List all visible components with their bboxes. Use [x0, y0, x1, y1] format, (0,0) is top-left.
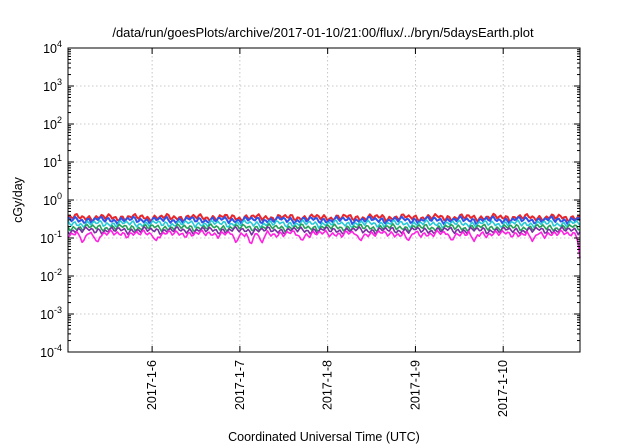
y-tick-label: 101 — [43, 153, 62, 170]
x-tick-label: 2017-1-7 — [233, 360, 247, 410]
y-tick-label: 10-1 — [40, 229, 62, 246]
y-tick-label: 103 — [43, 77, 62, 94]
y-tick-label: 10-2 — [40, 267, 62, 284]
grid — [68, 48, 580, 352]
series-line — [67, 215, 581, 226]
x-tick-label: 2017-1-6 — [145, 360, 159, 410]
y-axis-label: cGy/day — [11, 176, 25, 223]
ticks — [68, 47, 580, 353]
y-tick-label: 102 — [43, 115, 62, 132]
x-tick-label: 2017-1-8 — [321, 360, 335, 410]
series-line — [67, 223, 581, 233]
y-tick-labels: 10-4 10-3 10-2 10-1 100 101 102 103 104 — [40, 39, 62, 360]
series-line — [67, 219, 581, 229]
series-line — [67, 229, 581, 259]
y-tick-label: 10-3 — [40, 305, 62, 322]
x-tick-label: 2017-1-10 — [496, 360, 510, 417]
y-tick-label: 100 — [43, 191, 62, 208]
x-tick-labels: 2017-1-6 2017-1-7 2017-1-8 2017-1-9 2017-1-1… — [145, 360, 510, 417]
chart-title: /data/run/goesPlots/archive/2017-01-10/2… — [112, 25, 534, 40]
x-axis-label: Coordinated Universal Time (UTC) — [228, 430, 420, 444]
y-tick-label: 10-4 — [40, 343, 62, 360]
x-tick-label: 2017-1-9 — [408, 360, 422, 410]
series-layer — [67, 212, 581, 259]
y-tick-label: 104 — [43, 39, 62, 56]
